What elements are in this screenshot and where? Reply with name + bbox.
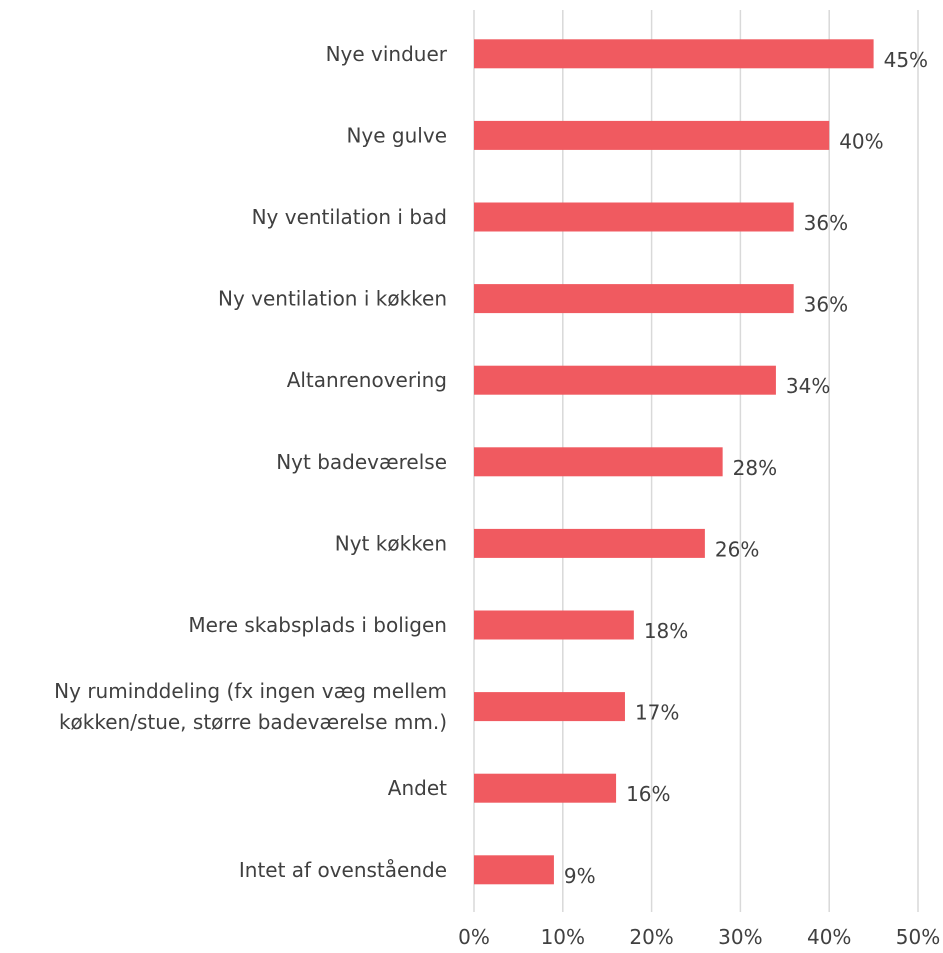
data-label: 28% xyxy=(733,456,777,480)
category-label-line: Nyt badeværelse xyxy=(276,450,447,474)
bar xyxy=(474,120,830,150)
x-tick-label: 30% xyxy=(718,925,762,949)
category-label-line: Ny ruminddeling (fx ingen væg mellem xyxy=(54,679,447,703)
category-label: Nye vinduer xyxy=(326,42,448,66)
category-label: Nye gulve xyxy=(346,123,447,147)
bar xyxy=(474,692,625,722)
category-label-line: Andet xyxy=(388,776,447,800)
x-tick-label: 20% xyxy=(629,925,673,949)
data-label: 36% xyxy=(804,211,848,235)
category-label: Intet af ovenstående xyxy=(239,858,447,882)
x-tick-label: 0% xyxy=(458,925,490,949)
data-label: 16% xyxy=(626,782,670,806)
category-label: Nyt køkken xyxy=(335,531,447,555)
bar xyxy=(474,39,874,69)
data-label: 9% xyxy=(564,864,596,888)
category-label: Ny ventilation i køkken xyxy=(218,287,447,311)
category-label: Altanrenovering xyxy=(287,368,447,392)
bar xyxy=(474,284,794,314)
bars xyxy=(474,39,874,885)
category-label: Andet xyxy=(388,776,447,800)
bar xyxy=(474,610,634,640)
bar xyxy=(474,528,705,558)
data-label: 17% xyxy=(635,701,679,725)
data-label: 34% xyxy=(786,374,830,398)
category-label-line: Nye vinduer xyxy=(326,42,448,66)
data-label: 18% xyxy=(644,619,688,643)
category-label: Nyt badeværelse xyxy=(276,450,447,474)
category-label: Ny ruminddeling (fx ingen væg mellem køkk… xyxy=(54,679,447,734)
bar xyxy=(474,447,723,477)
category-label-line: Nyt køkken xyxy=(335,531,447,555)
x-tick-label: 40% xyxy=(807,925,851,949)
category-label-line: køkken/stue, større badeværelse mm.) xyxy=(59,710,447,734)
bar xyxy=(474,365,776,395)
bar xyxy=(474,773,617,803)
data-label: 40% xyxy=(839,129,883,153)
bar xyxy=(474,202,794,232)
data-labels: 45% 40% 36% 36% 34% 28% 26% 18% 17% 16% 9% xyxy=(564,48,928,888)
category-label-line: Mere skabsplads i boligen xyxy=(188,613,447,637)
category-label-line: Ny ventilation i køkken xyxy=(218,287,447,311)
x-tick-label: 50% xyxy=(896,925,940,949)
bar xyxy=(474,855,554,885)
data-label: 36% xyxy=(804,293,848,317)
category-label-line: Nye gulve xyxy=(346,123,447,147)
x-tick-label: 10% xyxy=(541,925,585,949)
data-label: 26% xyxy=(715,537,759,561)
category-labels: Nye vinduer Nye gulve Ny ventilation i bad… xyxy=(54,42,448,882)
category-label: Mere skabsplads i boligen xyxy=(188,613,447,637)
category-label-line: Ny ventilation i bad xyxy=(252,205,447,229)
category-label-line: Altanrenovering xyxy=(287,368,447,392)
category-label: Ny ventilation i bad xyxy=(252,205,447,229)
data-label: 45% xyxy=(884,48,928,72)
category-label-line: Intet af ovenstående xyxy=(239,858,447,882)
x-axis-tick-labels: 0% 10% 20% 30% 40% 50% xyxy=(458,925,940,949)
